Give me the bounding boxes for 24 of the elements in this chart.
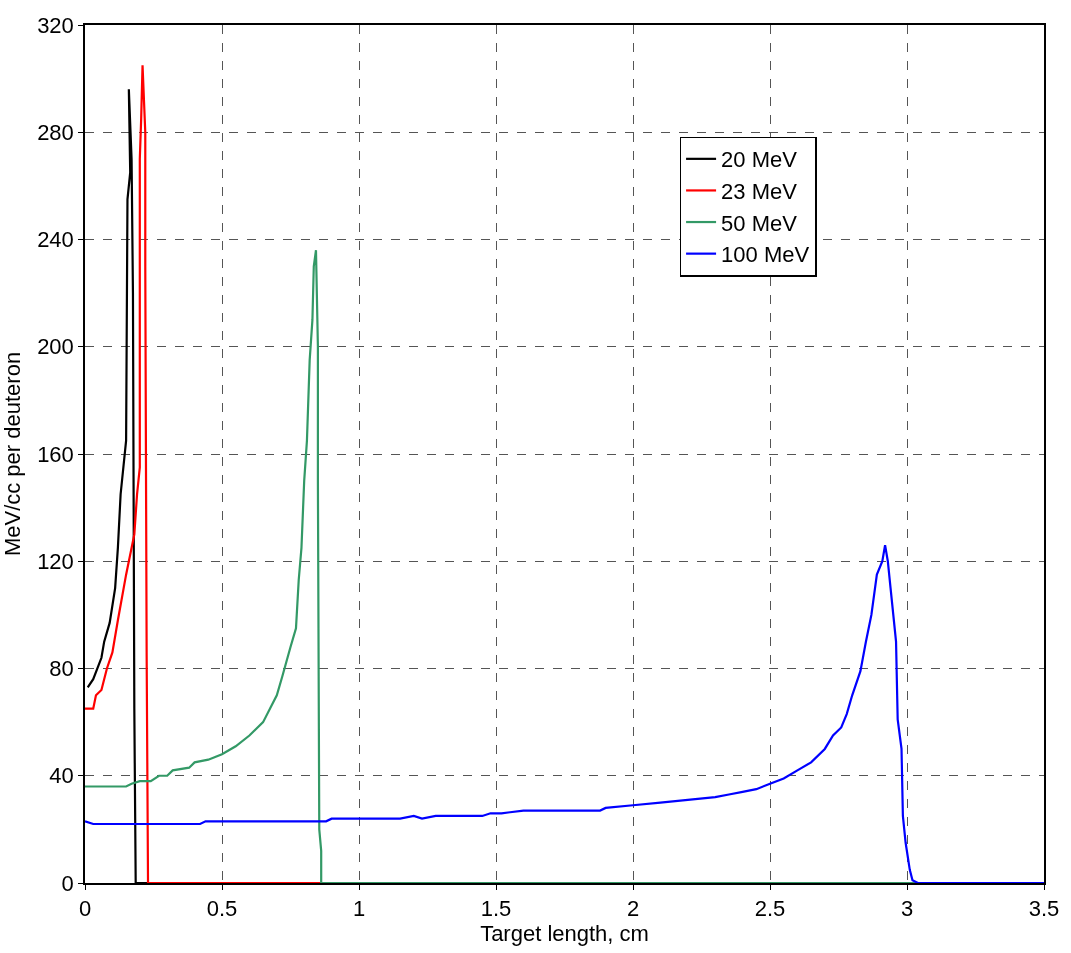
- x-tick-label: 3: [900, 896, 914, 922]
- x-tick-label: 1: [352, 896, 366, 922]
- legend-label: 100 MeV: [721, 242, 810, 268]
- x-tick-label: 1.5: [480, 896, 512, 922]
- legend-label: 23 MeV: [721, 179, 798, 205]
- x-tick-label: 3.5: [1028, 896, 1060, 922]
- y-tick-label: 0: [61, 870, 74, 896]
- x-tick-label: 0: [78, 896, 92, 922]
- y-tick-label: 120: [37, 548, 74, 574]
- y-tick-label: 80: [49, 656, 74, 682]
- line-series: [85, 544, 1044, 883]
- x-tick-label: 2.5: [754, 896, 786, 922]
- y-tick-label: 160: [37, 441, 74, 467]
- y-tick-label: 40: [49, 763, 74, 789]
- y-axis-title: MeV/cc per deuteron: [0, 351, 26, 557]
- x-axis-title: Target length, cm: [480, 921, 649, 947]
- x-tick-label: 0.5: [206, 896, 238, 922]
- x-tick-label: 2: [626, 896, 640, 922]
- y-tick-label: 240: [37, 227, 74, 253]
- y-tick-label: 200: [37, 334, 74, 360]
- legend-label: 50 MeV: [721, 210, 798, 236]
- y-tick-label: 320: [37, 12, 74, 38]
- y-tick-label: 280: [37, 119, 74, 145]
- legend-label: 20 MeV: [721, 147, 798, 173]
